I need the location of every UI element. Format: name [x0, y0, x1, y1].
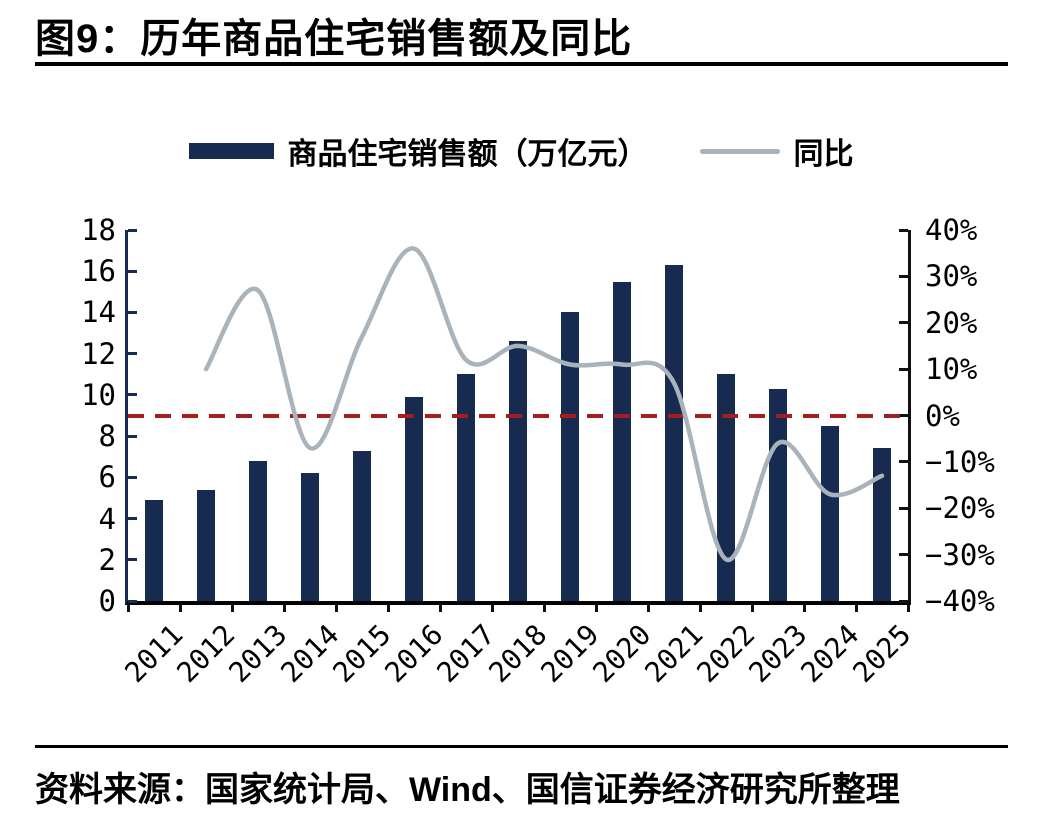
legend-item-yoy: 同比 [699, 129, 854, 173]
left-axis-tick-label: 0 [98, 584, 116, 618]
left-axis-tick-label: 14 [81, 295, 116, 330]
legend-label-sales: 商品住宅销售额（万亿元） [287, 138, 648, 171]
left-axis-tick [128, 558, 137, 562]
figure-title: 图9：历年商品住宅销售额及同比 [35, 17, 633, 61]
right-axis-tick [899, 506, 908, 510]
bar-2021 [665, 265, 683, 601]
left-axis-tick-label: 4 [98, 501, 116, 536]
x-axis-tick [699, 605, 702, 612]
right-axis-tick-label: 10% [925, 352, 978, 387]
bar-2012 [197, 489, 215, 601]
bar-2014 [301, 473, 319, 601]
left-axis-tick-label: 18 [81, 213, 116, 247]
source-note: 资料来源：国家统计局、Wind、国信证券经济研究所整理 [35, 771, 900, 809]
right-axis-tick-label: 40% [925, 213, 978, 247]
zero-reference-line [128, 413, 908, 418]
right-axis-tick [899, 553, 908, 557]
x-axis-tick [855, 605, 858, 612]
left-axis-tick [128, 310, 137, 314]
right-axis-tick-label: −40% [925, 584, 995, 618]
left-axis-tick-label: 6 [98, 460, 116, 495]
x-axis-tick [595, 605, 598, 612]
legend-line-swatch [699, 148, 780, 154]
left-axis-tick-label: 2 [98, 542, 116, 577]
footer-divider [35, 745, 1008, 748]
yoy-line [203, 246, 885, 562]
x-axis-tick [543, 605, 546, 612]
bar-2020 [613, 281, 631, 601]
bar-2015 [353, 450, 371, 601]
right-axis-tick [899, 321, 908, 325]
legend-bar-swatch [188, 143, 274, 159]
bar-2011 [145, 500, 163, 601]
chart-plot-area: 2011 2012 2013 2014 2015 2016 2017 2018 2019 2020… [81, 215, 995, 689]
title-divider [35, 62, 1008, 66]
x-axis-tick [231, 605, 234, 612]
right-axis-tick [899, 274, 908, 278]
x-axis-tick [803, 605, 806, 612]
x-axis-tick [907, 605, 910, 612]
right-axis-tick-label: −20% [925, 491, 995, 526]
left-axis-tick [128, 393, 137, 397]
left-axis-tick-label: 8 [98, 419, 116, 454]
x-axis-tick [647, 605, 650, 612]
bar-2024 [821, 425, 839, 601]
legend-item-sales: 商品住宅销售额（万亿元） [188, 129, 648, 173]
chart-legend: 商品住宅销售额（万亿元） 同比 [0, 128, 1042, 174]
x-axis-tick [439, 605, 442, 612]
bar-2017 [457, 374, 475, 601]
left-axis-tick-label: 12 [81, 336, 116, 371]
left-axis-tick [128, 269, 137, 273]
x-axis-tick [127, 605, 130, 612]
x-axis-tick [283, 605, 286, 612]
bar-2013 [249, 460, 267, 601]
right-axis-tick-label: 30% [925, 259, 978, 294]
left-axis-tick [128, 475, 137, 479]
left-axis-tick [128, 434, 137, 438]
bar-2025 [873, 448, 891, 601]
right-axis-tick [899, 599, 908, 603]
left-axis-tick [128, 228, 137, 232]
x-axis-tick [751, 605, 754, 612]
left-axis-tick-label: 16 [81, 254, 116, 289]
bar-2022 [717, 374, 735, 601]
right-axis-tick [899, 367, 908, 371]
legend-label-yoy: 同比 [793, 138, 854, 171]
left-axis-tick [128, 599, 137, 603]
left-axis-tick [128, 517, 137, 521]
right-axis-tick-label: 20% [925, 305, 978, 340]
bar-2016 [405, 396, 423, 601]
bar-2019 [561, 312, 579, 601]
left-axis-tick [128, 352, 137, 356]
x-axis-tick [387, 605, 390, 612]
right-axis-tick-label: −10% [925, 444, 995, 479]
right-axis-tick-label: −30% [925, 537, 995, 572]
x-axis-tick [335, 605, 338, 612]
right-axis-tick [899, 460, 908, 464]
x-axis-tick [491, 605, 494, 612]
yoy-line-path [203, 246, 885, 562]
left-axis-tick-label: 10 [81, 377, 116, 412]
bar-2018 [509, 341, 527, 601]
right-axis-tick-label: 0% [925, 398, 960, 433]
right-axis-tick [899, 228, 908, 232]
x-axis-tick [179, 605, 182, 612]
